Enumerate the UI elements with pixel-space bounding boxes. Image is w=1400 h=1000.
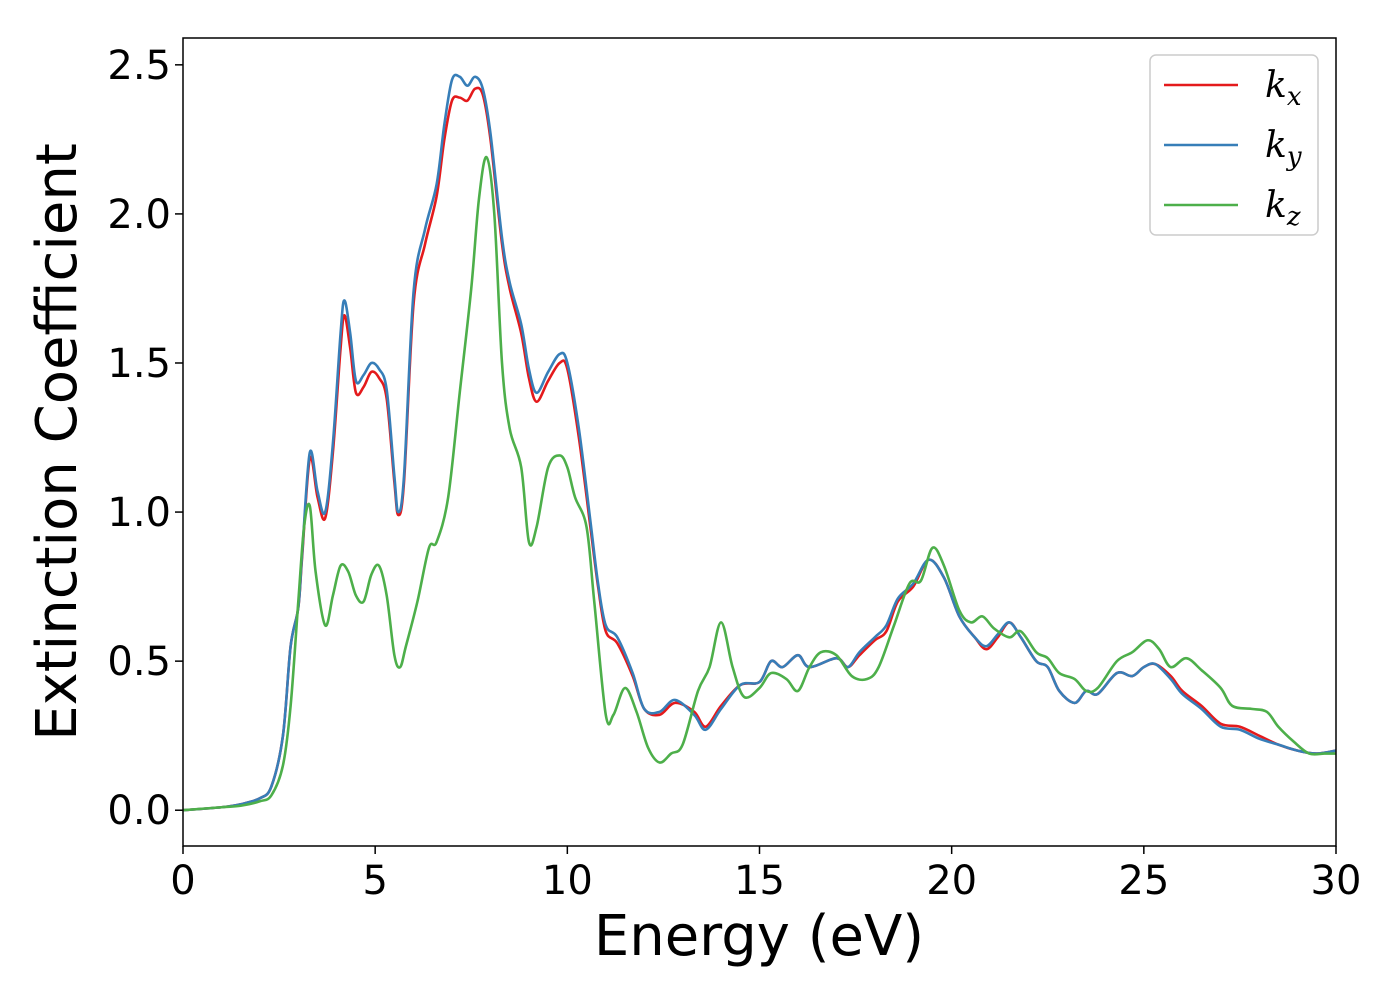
y-axis-ticks: 0.0 0.5 1.0 1.5 2.0 2.5	[107, 43, 183, 834]
x-tick-label: 15	[734, 858, 785, 904]
x-tick-label: 0	[170, 858, 195, 904]
y-tick-label: 1.5	[107, 341, 171, 387]
legend: kx ky kz	[1149, 54, 1319, 236]
x-tick-label: 10	[542, 858, 593, 904]
y-tick-label: 2.5	[107, 43, 171, 89]
x-axis-title: Energy (eV)	[594, 904, 924, 969]
x-tick-label: 30	[1311, 858, 1362, 904]
legend-items: kx ky kz	[1164, 65, 1302, 232]
y-tick-label: 0.5	[107, 639, 171, 685]
y-tick-label: 1.0	[107, 490, 171, 536]
x-tick-label: 25	[1118, 858, 1169, 904]
series-line-kz	[182, 155, 1336, 812]
x-tick-label: 5	[362, 858, 387, 904]
legend-label-kz: kz	[1265, 185, 1301, 232]
series-layer	[182, 73, 1337, 812]
y-tick-label: 0.0	[107, 788, 171, 834]
series-line-ky	[182, 73, 1337, 812]
legend-label-ky: ky	[1265, 125, 1302, 172]
legend-label-kx: kx	[1265, 65, 1302, 112]
x-tick-label: 20	[926, 858, 977, 904]
x-axis-ticks: 0 5 10 15 20 25 30	[170, 846, 1361, 904]
y-tick-label: 2.0	[107, 192, 171, 238]
y-axis-title: Extinction Coefficient	[25, 143, 90, 741]
